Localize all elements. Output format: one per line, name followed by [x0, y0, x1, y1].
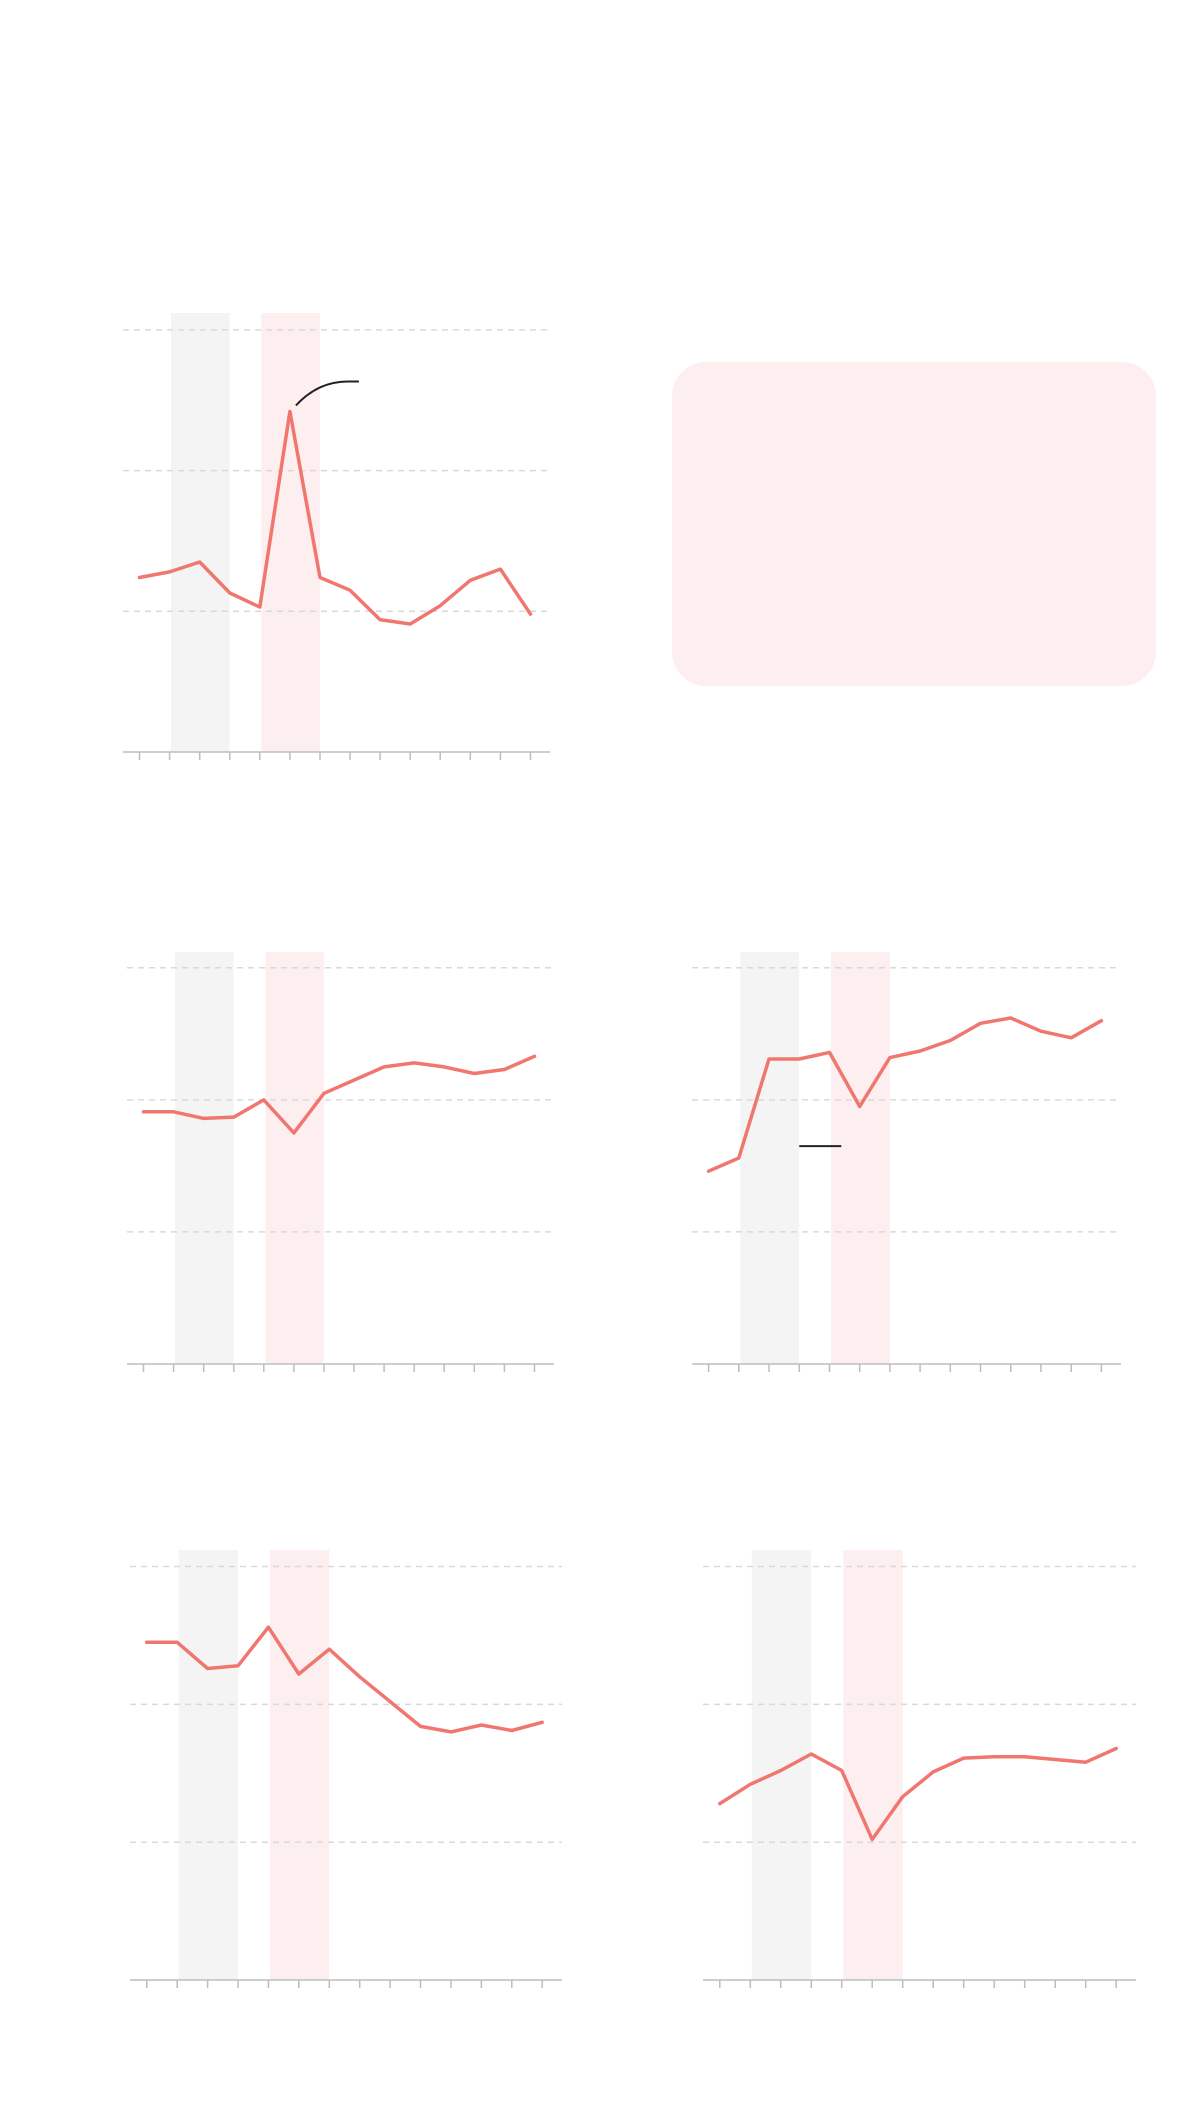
data-point [172, 1110, 176, 1114]
data-point [322, 1091, 326, 1095]
data-point [468, 578, 472, 582]
data-point [442, 1065, 446, 1069]
callout-box [672, 362, 1156, 686]
data-point [718, 1802, 722, 1806]
data-point [540, 1720, 544, 1724]
data-point [1053, 1758, 1057, 1762]
data-point [232, 1115, 236, 1119]
data-point [748, 1782, 752, 1786]
shaded-band-grey [171, 313, 230, 752]
chart-panel-5 [703, 1550, 1136, 1988]
data-point [529, 612, 533, 616]
data-point [258, 605, 262, 609]
data-point [236, 1664, 240, 1668]
data-point [962, 1756, 966, 1760]
data-point [472, 1072, 476, 1076]
data-point [412, 1061, 416, 1065]
data-point [1023, 1755, 1027, 1759]
data-point [175, 1640, 179, 1644]
shaded-band-grey [175, 952, 234, 1364]
data-point [1009, 1016, 1013, 1020]
chart-panel-4 [130, 1550, 562, 1988]
shaded-band-grey [178, 1550, 238, 1980]
series-line [141, 1054, 537, 1135]
data-point [901, 1795, 905, 1799]
series-line [718, 1746, 1118, 1842]
chart-panel-3 [692, 952, 1121, 1372]
shaded-band-grey [740, 952, 800, 1364]
data-point [382, 1065, 386, 1069]
data-point [348, 588, 352, 592]
shaded-band-pink [831, 952, 890, 1364]
data-point [858, 1105, 862, 1109]
data-point [145, 1640, 149, 1644]
data-point [779, 1769, 783, 1773]
data-point [992, 1755, 996, 1759]
data-point [828, 1050, 832, 1054]
series-line [706, 1016, 1104, 1173]
data-point [206, 1667, 210, 1671]
data-point [142, 1110, 146, 1114]
data-point [797, 1057, 801, 1061]
data-point [288, 410, 292, 414]
data-point [262, 1098, 266, 1102]
data-point [198, 560, 202, 564]
data-point [419, 1724, 423, 1728]
data-point [297, 1672, 301, 1676]
series-line [144, 1625, 544, 1734]
shaded-band-pink [269, 1550, 330, 1980]
annotation-leader [295, 380, 359, 407]
data-point [168, 570, 172, 574]
shaded-band-pink [265, 952, 324, 1364]
data-point [1099, 1019, 1103, 1023]
data-point [510, 1729, 514, 1733]
chart-panel-1 [123, 313, 550, 760]
data-point [266, 1625, 270, 1629]
data-point [1039, 1029, 1043, 1033]
data-point [767, 1057, 771, 1061]
data-point [948, 1039, 952, 1043]
data-point [533, 1054, 537, 1058]
shaded-band-pink [843, 1550, 903, 1980]
data-point [979, 1021, 983, 1025]
data-point [931, 1770, 935, 1774]
data-point [1069, 1036, 1073, 1040]
data-point [449, 1730, 453, 1734]
data-point [138, 576, 142, 580]
data-point [408, 622, 412, 626]
data-point [1084, 1760, 1088, 1764]
data-point [888, 1056, 892, 1060]
chart-panel-2 [127, 952, 554, 1372]
data-point [228, 591, 232, 595]
data-point [378, 618, 382, 622]
data-point [707, 1169, 711, 1173]
shaded-band-grey [751, 1550, 812, 1980]
data-point [202, 1116, 206, 1120]
data-point [918, 1049, 922, 1053]
data-point [327, 1647, 331, 1651]
data-point [502, 1068, 506, 1072]
series-line [137, 409, 533, 626]
data-point [318, 576, 322, 580]
data-point [840, 1769, 844, 1773]
data-point [358, 1675, 362, 1679]
data-point [870, 1837, 874, 1841]
data-point [292, 1131, 296, 1135]
data-point [809, 1752, 813, 1756]
data-point [352, 1078, 356, 1082]
data-point [1114, 1747, 1118, 1751]
data-point [737, 1156, 741, 1160]
data-point [388, 1700, 392, 1704]
data-point [498, 567, 502, 571]
data-point [479, 1723, 483, 1727]
data-point [438, 604, 442, 608]
